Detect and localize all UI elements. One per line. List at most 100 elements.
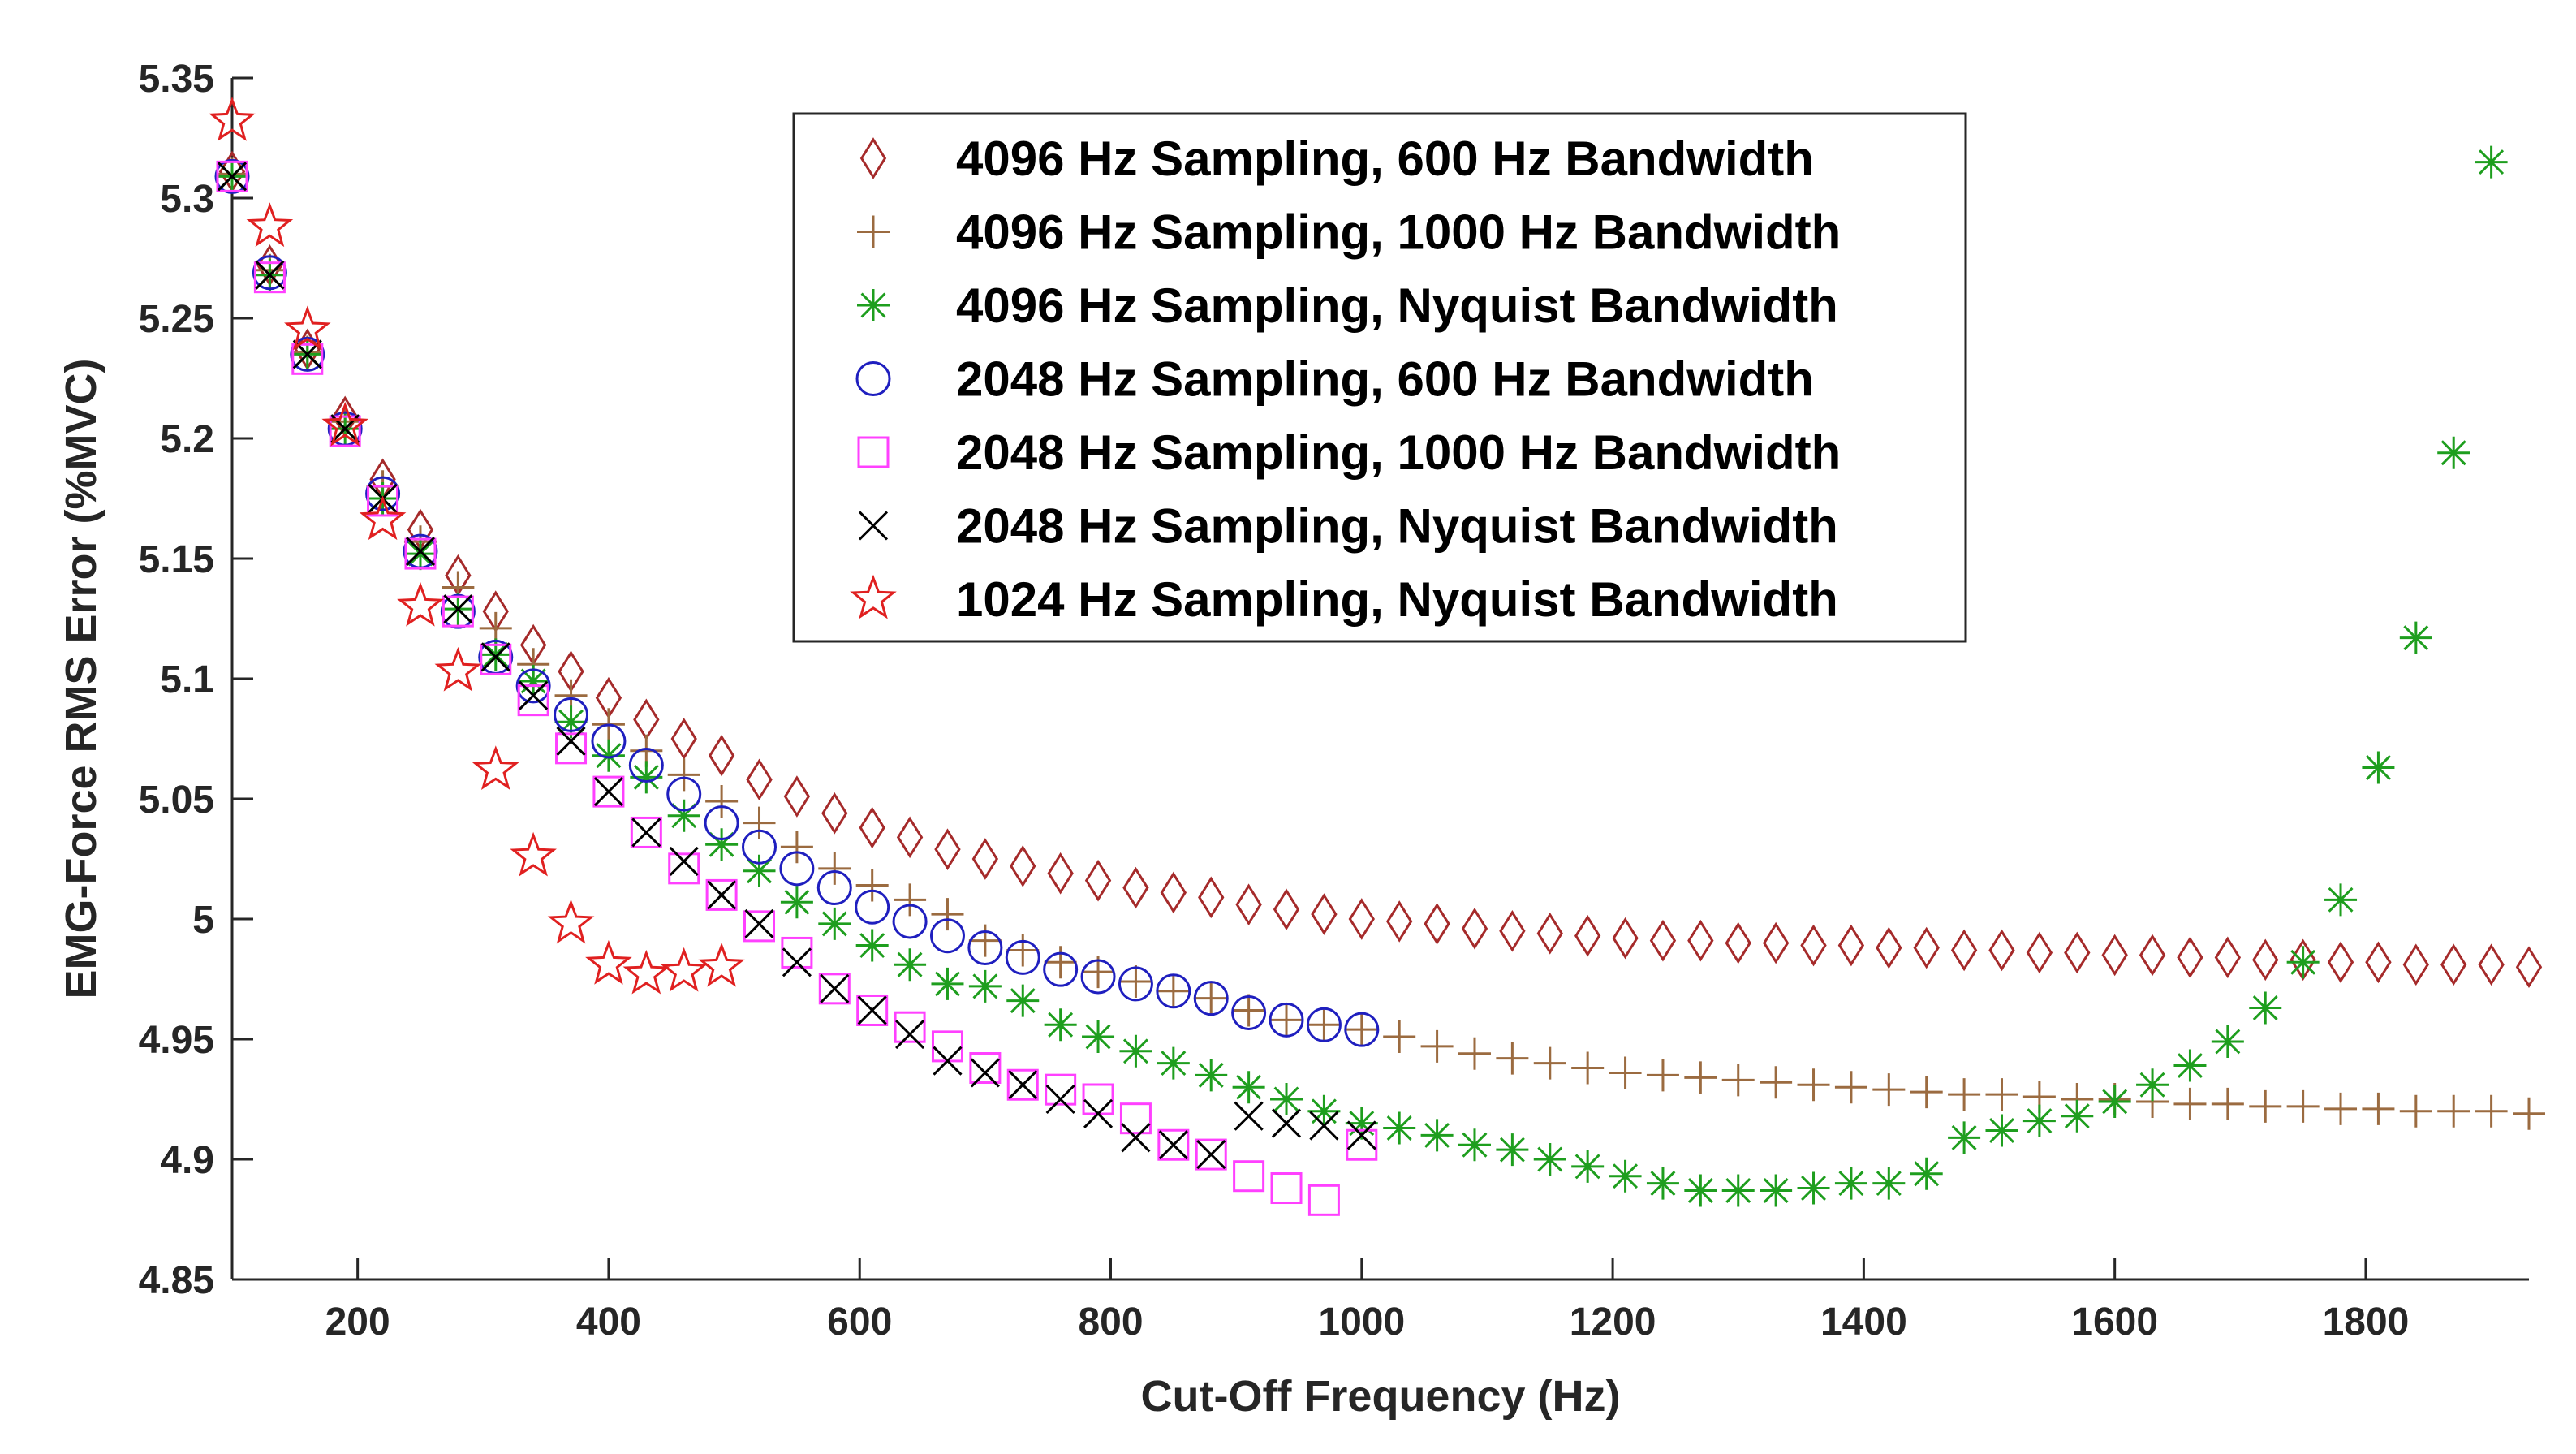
data-point [1797,1068,1830,1102]
data-point [1800,924,1827,967]
data-point [1232,994,1265,1027]
legend-marker [859,137,887,179]
axes: 200 400 600 800 1000 1200 1400 1600 1800 4.85 4.9 4… [139,58,2529,1344]
data-point [1458,1128,1491,1162]
y-tick-label: 4.95 [139,1019,214,1062]
data-point [628,748,664,783]
data-point [1307,1094,1341,1128]
legend-entry-label: 1024 Hz Sampling, Nyquist Bandwidth [956,572,1838,627]
data-point [2362,1092,2395,1125]
data-point [1985,1114,2018,1147]
data-point [968,969,1002,1003]
y-tick-label: 5.3 [160,178,214,221]
data-point [1346,1128,1378,1161]
y-axis-label: EMG-Force RMS Error (%MVC) [57,358,106,999]
data-point [931,967,964,1000]
data-point [1499,909,1526,952]
data-point [472,745,519,790]
data-point [1345,1013,1378,1046]
data-point [253,261,286,294]
data-point [1083,1098,1114,1128]
data-point [1609,1056,1642,1089]
data-point [404,537,437,570]
data-point [1234,1101,1264,1131]
data-point [217,162,248,192]
data-point [2211,1025,2244,1058]
data-point [1309,1111,1339,1141]
data-point [666,776,702,812]
data-point [246,202,294,248]
data-point [214,158,250,194]
data-point [1160,871,1187,914]
data-point [252,255,287,291]
data-point [630,816,662,848]
y-tick-label: 5.2 [160,418,214,461]
data-point [1119,1102,1152,1135]
data-point [1269,1002,1304,1038]
data-point [1119,964,1152,998]
data-point [2286,1089,2320,1123]
data-point [2098,1085,2131,1118]
data-point [593,777,623,807]
y-tick-label: 5.05 [139,779,214,822]
data-point [1383,1020,1416,1054]
data-point [667,758,700,792]
data-point [668,852,700,885]
x-tick-label: 1800 [2323,1301,2410,1344]
data-point [1948,1078,1981,1111]
data-point [1270,1003,1303,1037]
data-point [1646,1167,1679,1200]
data-point [2064,931,2091,974]
data-point [1084,859,1112,902]
data-point [1005,939,1040,975]
data-point [1876,926,1902,969]
series-7 [209,97,745,995]
data-point [291,343,324,375]
data-point [1043,951,1079,987]
data-point [216,160,248,192]
data-point [630,761,663,794]
data-point [2399,621,2432,654]
data-point [818,907,851,940]
data-point [1306,1007,1342,1042]
data-point [1760,1066,1793,1099]
data-point [1834,1167,1867,1200]
data-point [929,918,965,954]
legend-marker [850,574,897,619]
data-point [1687,919,1714,962]
data-point [1193,981,1229,1016]
data-point [1346,1120,1376,1150]
data-point [859,806,885,849]
data-point [742,829,778,865]
data-point [554,705,588,739]
data-point [667,799,700,832]
data-point [1834,1071,1867,1104]
data-point [2327,941,2354,984]
data-point [403,537,437,571]
x-tick-label: 800 [1078,1301,1143,1344]
data-point [1721,1174,1755,1207]
data-point [1195,982,1228,1015]
data-point [707,880,737,910]
data-point [1910,1076,1943,1109]
data-point [585,939,632,985]
data-point [1344,1012,1380,1047]
data-point [397,581,444,627]
data-point [2026,931,2053,974]
data-point [896,816,924,859]
data-point [405,537,436,567]
data-point [1536,912,1563,955]
data-point [1157,1046,1190,1080]
data-point [1533,1046,1566,1080]
data-point [434,646,482,692]
data-point [1345,1107,1378,1140]
data-point [440,593,476,629]
data-point [1950,929,1978,972]
data-point [1420,1119,1454,1152]
series-4 [214,158,1380,1047]
data-point [2136,1068,2169,1102]
y-tick-label: 5.35 [139,58,214,101]
data-point [821,792,848,835]
data-point [547,899,595,944]
data-point [894,883,927,917]
